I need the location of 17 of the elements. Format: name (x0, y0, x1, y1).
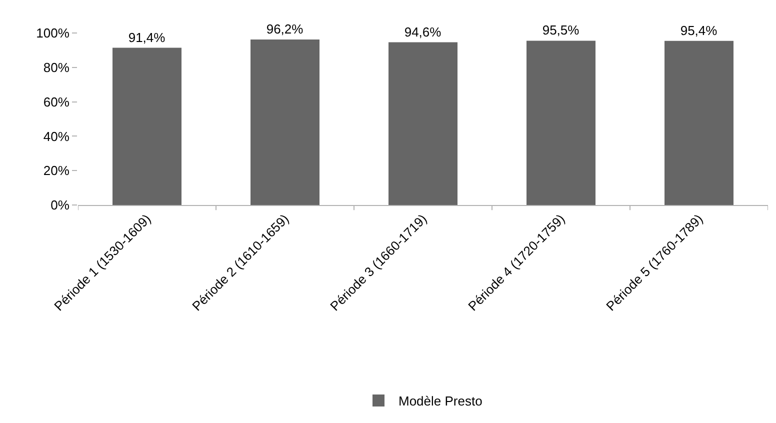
y-tick-label: 20% (43, 163, 70, 178)
bar (250, 40, 320, 205)
data-label: 91,4% (128, 30, 166, 45)
data-label: 96,2% (266, 22, 304, 37)
bar (112, 48, 182, 205)
data-label: 95,4% (680, 22, 718, 38)
bar (388, 42, 458, 205)
y-tick-label: 60% (43, 94, 70, 110)
data-label: 95,5% (542, 22, 580, 38)
legend-label: Modèle Presto (398, 394, 482, 409)
bar (664, 40, 734, 205)
bar (526, 40, 596, 205)
data-label: 94,6% (404, 24, 442, 40)
y-tick-label: 100% (36, 26, 70, 41)
y-tick-label: 80% (43, 60, 70, 75)
y-tick-label: 0% (50, 198, 70, 213)
y-tick-label: 40% (43, 128, 70, 144)
